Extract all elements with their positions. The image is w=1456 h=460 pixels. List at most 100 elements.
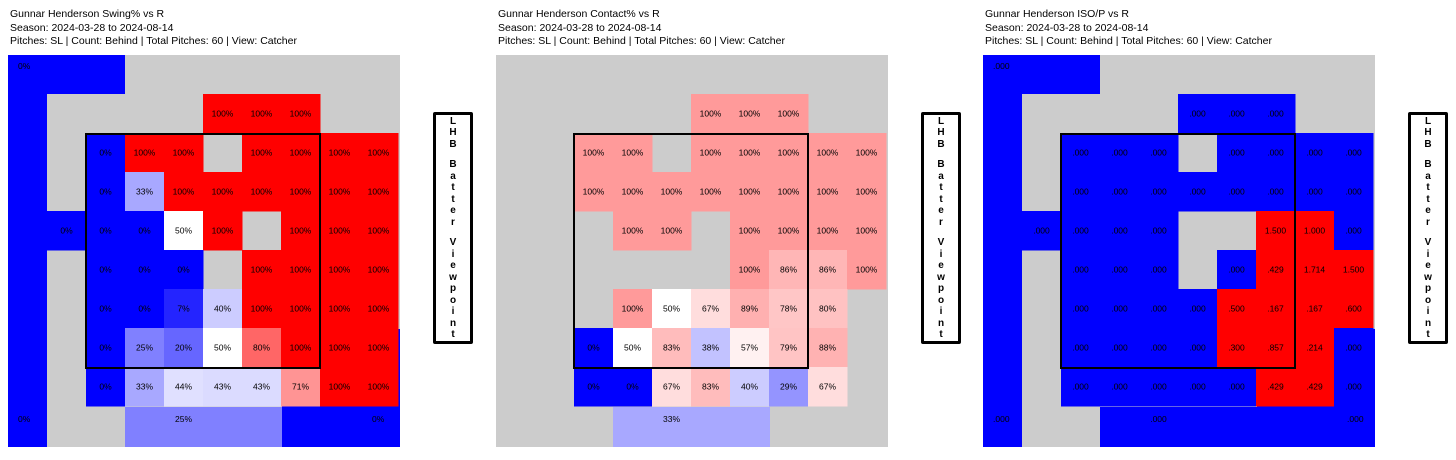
heatmap-cell [359, 211, 399, 251]
title-line: Season: 2024-03-28 to 2024-08-14 [10, 21, 174, 34]
cell-label: .000 [1228, 265, 1245, 275]
cell-label: 0% [138, 226, 151, 236]
cell-label: 100% [622, 304, 644, 314]
cell-label: .000 [1072, 148, 1089, 158]
outer-zone-bottom-center [1100, 407, 1257, 447]
cell-label: .000 [1072, 265, 1089, 275]
cell-label: 100% [251, 187, 273, 197]
viewpoint-letter: e [450, 205, 456, 216]
cell-label: 100% [329, 343, 351, 353]
heatmap-cell [613, 289, 653, 329]
heatmap-cell [320, 250, 360, 290]
cell-label: .000 [1111, 226, 1128, 236]
viewpoint-letter: t [451, 193, 455, 205]
heatmap-cell [1217, 133, 1257, 173]
heatmap-cell [847, 133, 887, 173]
heatmap-cell [730, 94, 770, 134]
cell-label: 100% [739, 109, 761, 119]
heatmap-cell [281, 367, 321, 407]
heatmap-cell [691, 133, 731, 173]
heatmap-cell [730, 367, 770, 407]
heatmap-cell [769, 172, 809, 212]
cell-label: 79% [780, 343, 797, 353]
cell-label: 0% [99, 304, 112, 314]
cell-label: 7% [177, 304, 190, 314]
cell-label: 0% [99, 226, 112, 236]
cell-label: 83% [663, 343, 680, 353]
cell-label: 100% [368, 265, 390, 275]
heatmap-cell [808, 367, 848, 407]
heatmap-cell [691, 367, 731, 407]
heatmap-cell [242, 172, 282, 212]
heatmap-cell [281, 289, 321, 329]
cell-label: 86% [780, 265, 797, 275]
heatmap-cell [652, 367, 692, 407]
contact-panel: Gunnar Henderson Contact% vs R Season: 2… [488, 0, 968, 460]
cell-label: .000 [1072, 187, 1089, 197]
cell-label: 1.714 [1304, 265, 1326, 275]
heatmap-cell [1217, 367, 1257, 407]
heatmap-cell [86, 328, 126, 368]
cell-label: 0% [60, 226, 73, 236]
heatmap-cell [1217, 94, 1257, 134]
cell-label: .000 [1111, 187, 1128, 197]
viewpoint-letter: t [939, 329, 943, 340]
cell-label: 100% [329, 226, 351, 236]
cell-label: .000 [1111, 343, 1128, 353]
cell-label: 20% [175, 343, 192, 353]
heatmap-cell [730, 211, 770, 251]
heatmap-cell [847, 211, 887, 251]
viewpoint-letter: p [937, 283, 945, 294]
heatmap-cell [359, 172, 399, 212]
viewpoint-letter: B [937, 138, 945, 150]
heatmap-cell [1100, 328, 1140, 368]
viewpoint-letter: e [1425, 205, 1431, 216]
viewpoint-letter: i [939, 248, 943, 260]
cell-label: 100% [368, 226, 390, 236]
cell-label: 33% [136, 382, 153, 392]
cell-label: 78% [780, 304, 797, 314]
heatmap-cell [808, 133, 848, 173]
cell-label: .000 [1150, 226, 1167, 236]
heatmap-cell [691, 94, 731, 134]
cell-label: .000 [1150, 265, 1167, 275]
heatmap-cell [574, 172, 614, 212]
viewpoint-letter: e [1425, 260, 1431, 271]
cell-label: .000 [1111, 265, 1128, 275]
heatmap-cell [1100, 211, 1140, 251]
heatmap-cell [281, 94, 321, 134]
heatmap-cell [691, 172, 731, 212]
title-line: Pitches: SL | Count: Behind | Total Pitc… [985, 35, 1272, 47]
heatmap-cell [1217, 328, 1257, 368]
cell-label: 67% [702, 304, 719, 314]
heatmap-cell [652, 289, 692, 329]
heatmap-cell [86, 211, 126, 251]
heatmap-cell [808, 211, 848, 251]
cell-label: 88% [819, 343, 836, 353]
cell-label: 100% [778, 187, 800, 197]
viewpoint-letter: p [449, 283, 457, 294]
cell-label: .000 [1111, 304, 1128, 314]
outer-zone-label: .000 [993, 414, 1010, 424]
heatmap-cell [320, 211, 360, 251]
cell-label: 100% [622, 226, 644, 236]
cell-label: 100% [173, 187, 195, 197]
heatmap-cell [1178, 94, 1218, 134]
heatmap-cell [808, 172, 848, 212]
heatmap-cell [164, 250, 204, 290]
heatmap-cell [808, 250, 848, 290]
cell-label: 89% [741, 304, 758, 314]
strike-zone [573, 133, 809, 369]
cell-label: .000 [1306, 187, 1323, 197]
heatmap-cell [1100, 250, 1140, 290]
cell-label: 38% [702, 343, 719, 353]
outer-zone-label: .000 [993, 61, 1010, 71]
cell-label: 100% [290, 109, 312, 119]
swing-panel: Gunnar Henderson Swing% vs R Season: 202… [0, 0, 480, 460]
cell-label: 0% [99, 265, 112, 275]
cell-label: 71% [292, 382, 309, 392]
swing-title: Gunnar Henderson Swing% vs R Season: 202… [10, 8, 297, 49]
heatmap-cell [574, 367, 614, 407]
cell-label: .000 [1345, 187, 1362, 197]
cell-label: 100% [778, 226, 800, 236]
